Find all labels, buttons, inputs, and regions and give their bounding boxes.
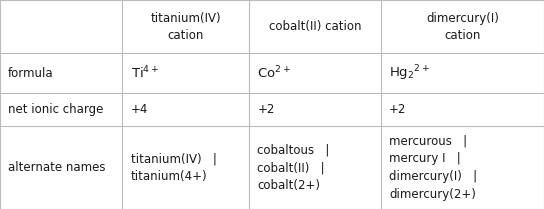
Text: formula: formula	[8, 67, 54, 80]
Text: $\mathrm{Ti}^{4+}$: $\mathrm{Ti}^{4+}$	[131, 65, 159, 82]
Text: +4: +4	[131, 103, 148, 116]
Text: cobalt(II) cation: cobalt(II) cation	[269, 20, 361, 33]
Text: cobaltous   |
cobalt(II)   |
cobalt(2+): cobaltous | cobalt(II) | cobalt(2+)	[257, 143, 330, 192]
Text: titanium(IV)
cation: titanium(IV) cation	[151, 12, 221, 42]
Text: mercurous   |
mercury I   |
dimercury(I)   |
dimercury(2+): mercurous | mercury I | dimercury(I) | d…	[389, 134, 477, 201]
Text: alternate names: alternate names	[8, 161, 106, 174]
Text: $\mathrm{Hg_2}^{2+}$: $\mathrm{Hg_2}^{2+}$	[389, 63, 430, 83]
Text: dimercury(I)
cation: dimercury(I) cation	[426, 12, 499, 42]
Text: titanium(IV)   |
titanium(4+): titanium(IV) | titanium(4+)	[131, 152, 217, 183]
Text: $\mathrm{Co}^{2+}$: $\mathrm{Co}^{2+}$	[257, 65, 291, 82]
Text: +2: +2	[389, 103, 406, 116]
Text: net ionic charge: net ionic charge	[8, 103, 103, 116]
Text: +2: +2	[257, 103, 275, 116]
